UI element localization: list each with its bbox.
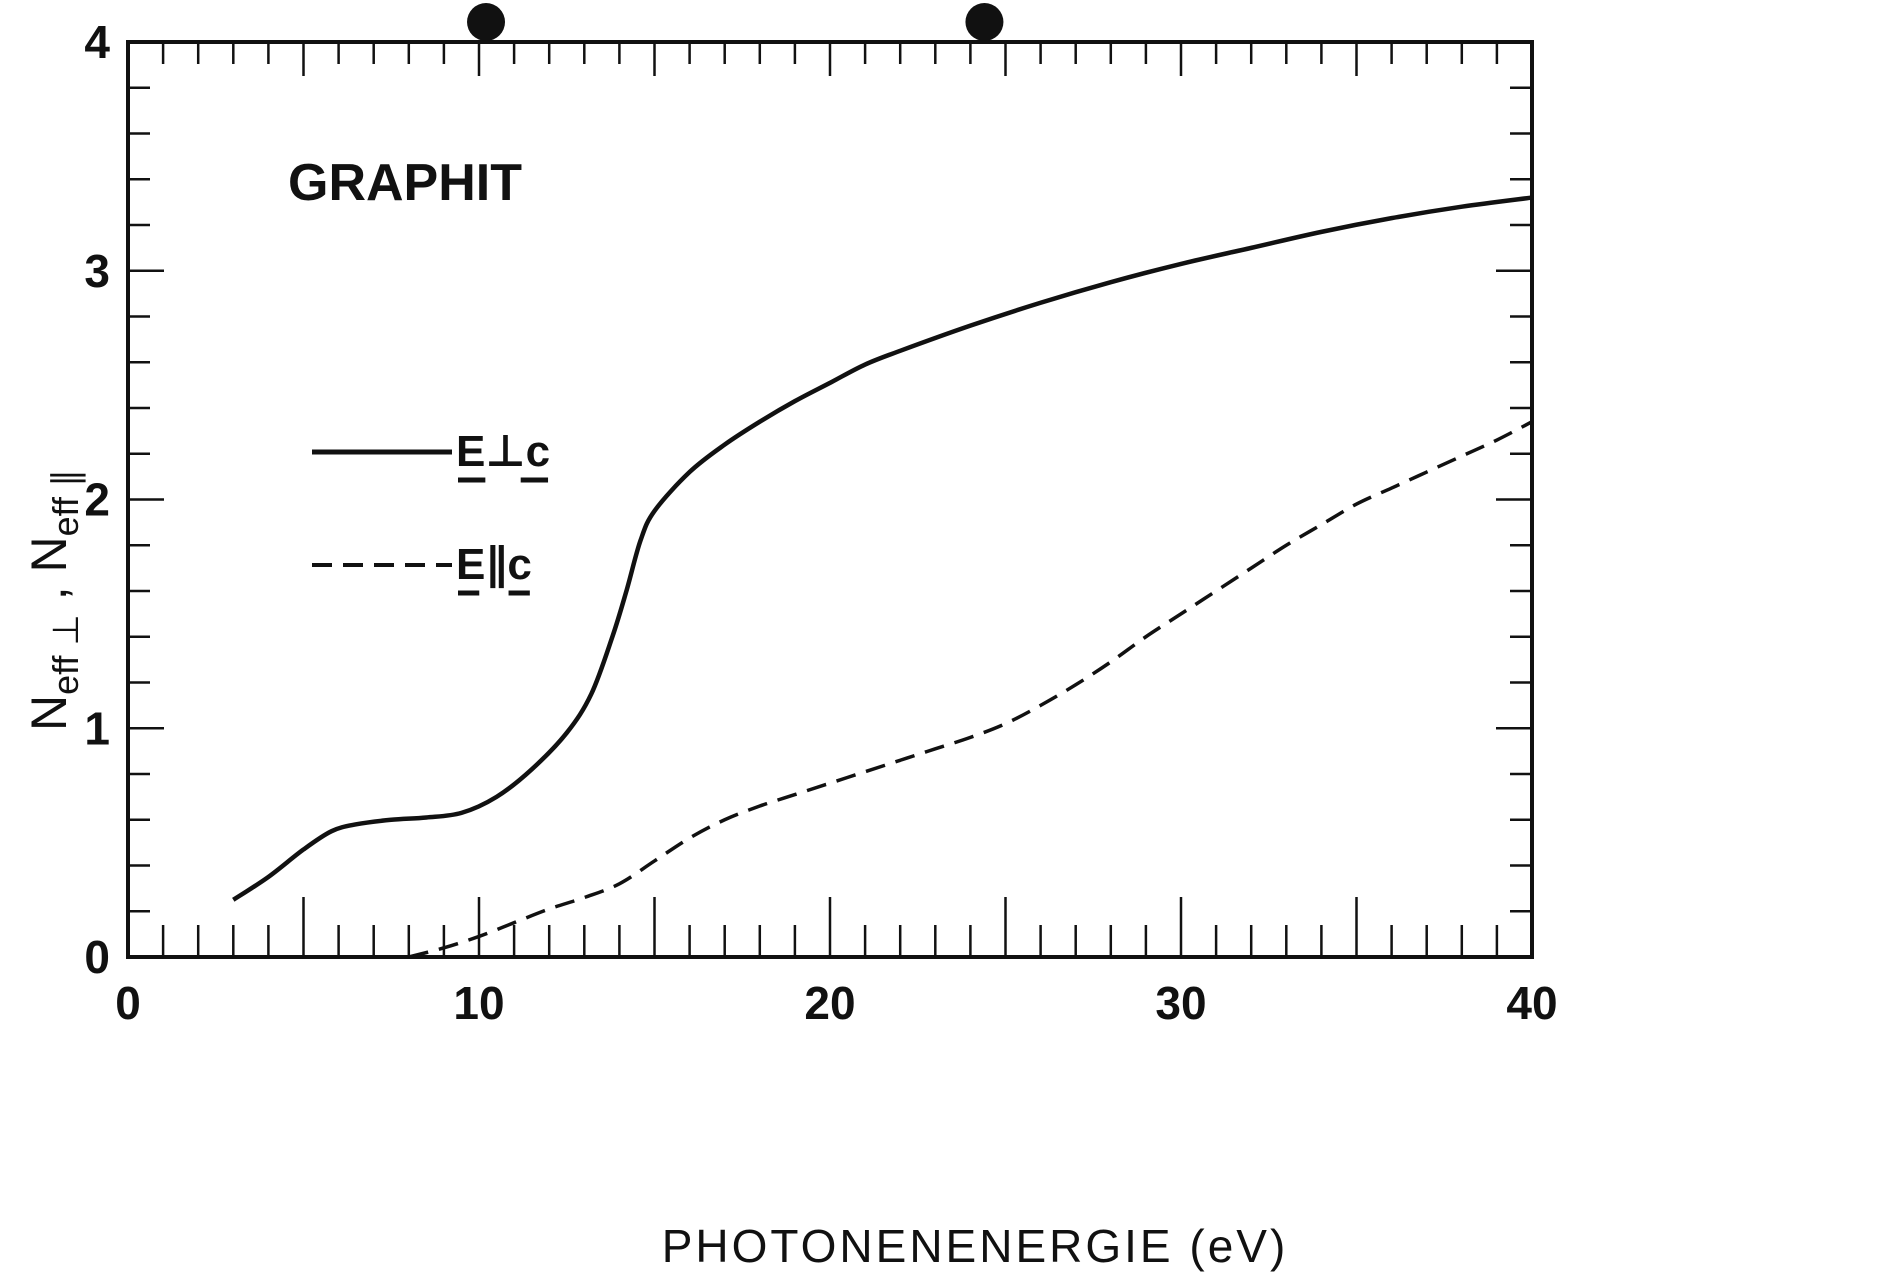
- tick-labels: 0 10 20 30 40 0 1 2 3 4: [84, 16, 1557, 1029]
- top-markers: [467, 3, 1004, 41]
- y-label-base-1: N: [21, 695, 77, 731]
- y-tick-label: 1: [84, 702, 110, 754]
- chart-label: GRAPHIT: [288, 154, 522, 212]
- x-tick-label: 30: [1155, 977, 1206, 1029]
- series-line-par: [408, 420, 1533, 959]
- x-tick-label: 0: [115, 977, 141, 1029]
- y-label-separator: ,: [21, 572, 77, 614]
- legend-label-perp: E⊥c: [456, 427, 550, 476]
- series-lines: [232, 195, 1533, 959]
- y-tick-label: 4: [84, 16, 110, 68]
- y-label-base-2: N: [21, 536, 77, 572]
- legend-label-par: E∥c: [456, 540, 532, 589]
- x-tick-label: 20: [804, 977, 855, 1029]
- y-tick-label: 0: [84, 931, 110, 983]
- legend: E⊥c E∥c: [312, 427, 550, 596]
- top-marker-dot: [965, 3, 1004, 41]
- x-axis-label: PHOTONENENERGIE (eV): [662, 1220, 1289, 1272]
- y-label-sub-2: eff ∥: [45, 469, 86, 536]
- y-tick-label: 3: [84, 245, 110, 297]
- plot-frame: [126, 40, 1534, 959]
- x-tick-label: 10: [453, 977, 504, 1029]
- x-tick-label: 40: [1506, 977, 1557, 1029]
- top-marker-dot: [467, 3, 506, 41]
- series-line-perp: [232, 195, 1533, 902]
- y-label-sub-1: eff ⊥: [45, 614, 86, 695]
- y-axis-label: Neff ⊥ , Neff ∥: [21, 469, 86, 731]
- y-tick-label: 2: [84, 474, 110, 526]
